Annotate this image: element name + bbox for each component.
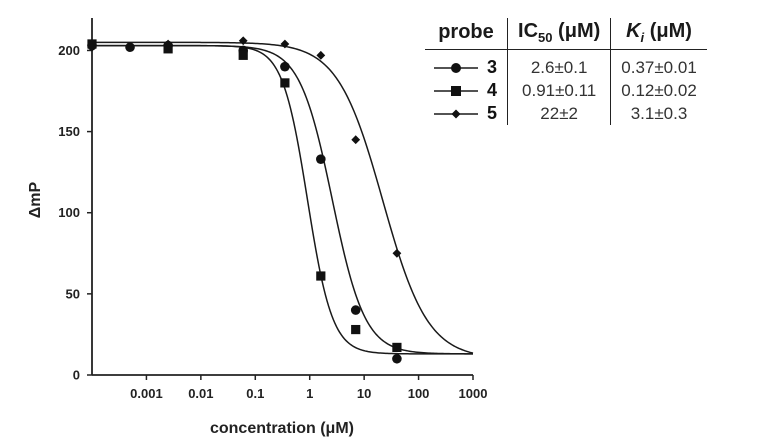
probe-label: 5 [487,103,498,123]
table-header-row: probe IC50 (μM) Ki (μM) [425,18,707,50]
fit-curve-probe-3 [92,44,474,355]
table-row: 4 0.91±0.11 0.12±0.02 [425,79,707,102]
data-point-probe-4 [392,342,402,353]
ic50-value: 0.91±0.11 [507,79,611,102]
table-row: 5 22±2 3.1±0.3 [425,102,707,125]
parameter-table: probe IC50 (μM) Ki (μM) 3 2.6±0.1 0.37±0… [425,18,707,125]
y-axis-title: ΔmP [27,181,44,218]
ki-column-header: Ki (μM) [610,18,707,50]
data-point-probe-4 [238,50,248,60]
ki-value: 3.1±0.3 [610,102,707,125]
table-row: 3 2.6±0.1 0.37±0.01 [425,49,707,80]
data-point-probe-3 [125,42,135,53]
data-point-probe-4 [280,78,290,88]
data-point-probe-3 [350,305,361,315]
data-point-probe-5 [163,39,173,49]
probe-label: 4 [487,80,498,100]
y-tick-label: 100 [58,205,80,220]
fit-curve-probe-5 [92,41,474,354]
data-point-probe-5 [392,248,402,258]
data-point-probe-4 [351,324,361,335]
data-point-probe-4 [316,271,326,281]
data-point-probe-5 [351,135,361,145]
probe-cell: 5 [425,102,508,125]
data-point-probe-4 [163,44,173,54]
legend-line-circle-marker [434,62,478,73]
probe-column-header: probe [425,18,508,50]
x-tick-label: 10 [357,386,371,401]
ic50-value: 22±2 [507,102,611,125]
legend-line-diamond-marker [434,109,478,118]
x-tick-label: 0.01 [188,386,213,401]
probe-cell: 4 [425,79,508,102]
fit-curve-probe-4 [92,44,473,355]
y-tick-label: 50 [66,286,80,301]
axes: 0 50 100 150 200 0.001 0.01 0.1 1 10 100 1000 [58,18,487,401]
x-tick-label: 0.001 [130,386,163,401]
legend-line-square-marker [434,85,478,96]
y-tick-label: 150 [58,124,80,139]
data-markers [87,36,402,364]
data-point-probe-5 [87,42,97,52]
x-tick-label: 1000 [459,386,488,401]
data-point-probe-5 [280,39,290,49]
x-axis-title: concentration (μM) [210,420,354,437]
probe-label: 3 [487,57,498,77]
x-tick-label: 100 [408,386,430,401]
data-point-probe-5 [238,36,248,46]
y-tick-label: 200 [58,43,80,58]
fit-curves [92,41,474,355]
data-point-probe-5 [316,50,326,60]
ki-value: 0.37±0.01 [610,49,707,79]
y-tick-label: 0 [73,368,80,383]
x-tick-label: 1 [306,386,313,401]
probe-cell: 3 [425,50,508,80]
ic50-value: 2.6±0.1 [507,49,611,79]
ic50-column-header: IC50 (μM) [507,18,611,50]
ki-value: 0.12±0.02 [610,79,707,102]
x-tick-label: 0.1 [246,386,264,401]
data-point-probe-3 [392,353,402,364]
data-point-probe-3 [280,61,290,72]
data-point-probe-3 [316,154,326,164]
